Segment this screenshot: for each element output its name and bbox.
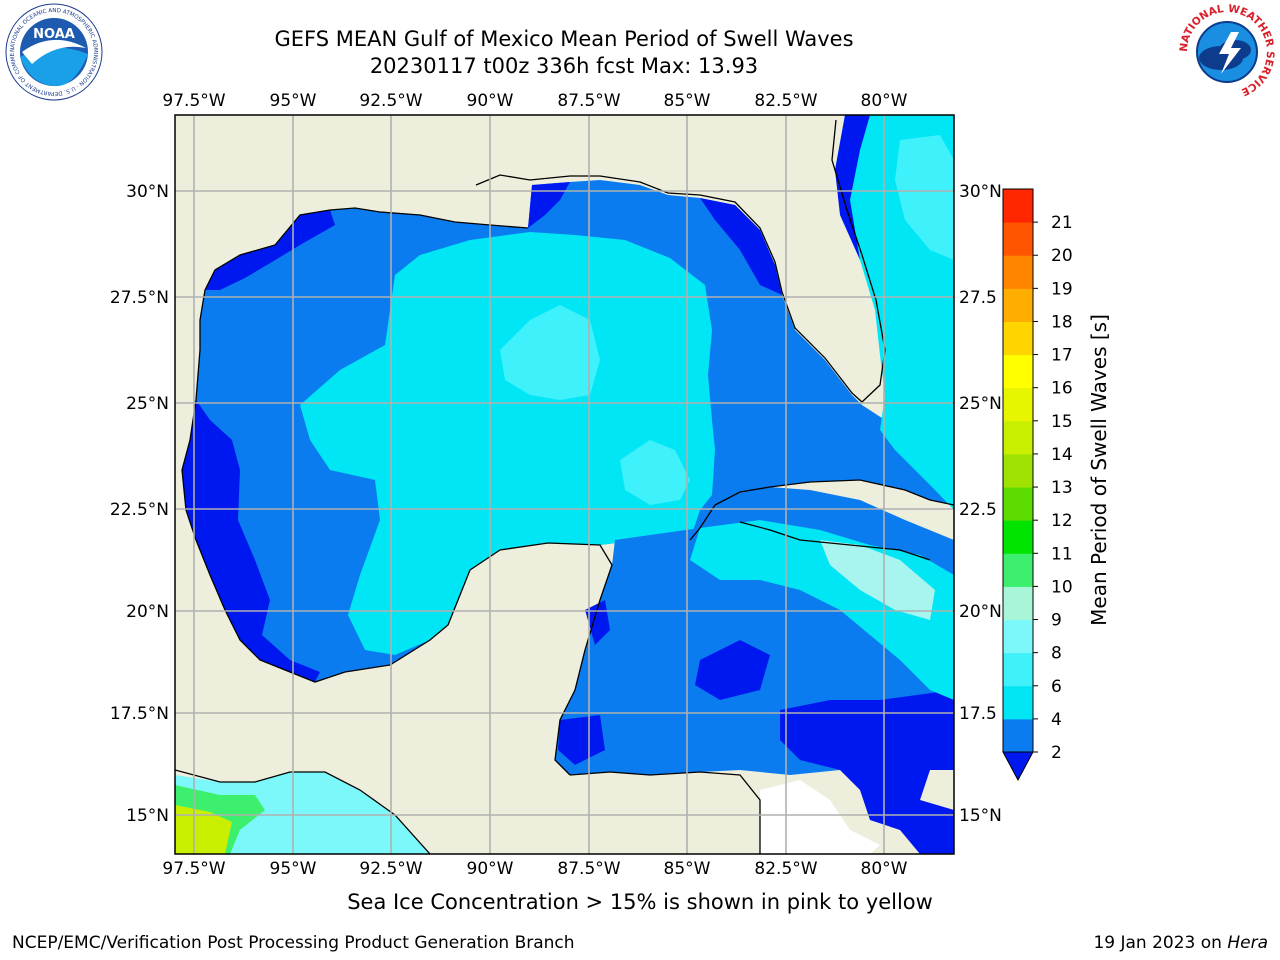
graticule [175,115,954,854]
lat-label-left: 20°N [126,602,169,622]
colorbar-tick-label: 20 [1051,246,1073,266]
colorbar-segment [1003,718,1033,753]
map-title: GEFS MEAN Gulf of Mexico Mean Period of … [274,27,854,51]
svg-text:NOAA: NOAA [33,27,75,42]
caribbean-band-8-9s [820,540,935,620]
footer-date-text: 19 Jan 2023 on [1093,933,1228,953]
colorbar-tick-label: 14 [1051,445,1073,465]
lat-label-right: 22.5 [959,500,997,520]
lat-label-right: 17.5 [959,704,997,724]
colorbar-tick-label: 11 [1051,544,1073,564]
gulf-fringe-east [700,198,782,295]
colorbar-segment [1003,189,1033,223]
colorbar-tick-label: 15 [1051,412,1073,432]
lon-label-bottom: 80°W [861,859,908,879]
pacific-band-12-13s [175,805,232,854]
lat-label-left: 17.5°N [110,704,169,724]
colorbar-tick-label: 13 [1051,478,1073,498]
caribbean-patch-c [558,715,605,765]
lon-label-top: 92.5°W [359,91,422,111]
lon-label-bottom: 92.5°W [359,859,422,879]
lon-label-bottom: 95°W [270,859,317,879]
lon-label-bottom: 97.5°W [162,859,225,879]
colorbar-tick-label: 2 [1051,743,1062,763]
lat-label-right: 15°N [959,806,1002,826]
colorbar-tick-label: 21 [1051,213,1073,233]
gulf-central-4-6s [300,232,715,655]
colorbar-tick-label: 6 [1051,677,1062,697]
lat-label-right: 27.5 [959,288,997,308]
lat-label-right: 30°N [959,182,1002,202]
colorbar-tick-label: 4 [1051,710,1062,730]
coastlines [175,119,954,854]
caribbean-patch-a [695,640,770,700]
colorbar-segment [1003,288,1033,322]
colorbar-tick-label: 18 [1051,312,1073,332]
caribbean-fringe [780,690,954,854]
colorbar-segment [1003,487,1033,521]
lat-label-left: 22.5°N [110,500,169,520]
colorbar-tick-label: 9 [1051,611,1062,631]
lon-label-bottom: 87.5°W [557,859,620,879]
lon-label-top: 95°W [270,91,317,111]
gulf-fringe-north [205,210,335,290]
lon-label-top: 97.5°W [162,91,225,111]
colorbar-segment [1003,619,1033,654]
footer-credit: NCEP/EMC/Verification Post Processing Pr… [12,933,575,953]
colorbar-segment [1003,652,1033,687]
colorbar-segment [1003,255,1033,289]
colorbar-tick-label: 10 [1051,577,1073,597]
colorbar-tick-label: 12 [1051,511,1073,531]
gulf-fringe-ne [528,182,570,228]
lon-label-top: 87.5°W [557,91,620,111]
colorbar-segment [1003,420,1033,455]
colorbar-segment [1003,520,1033,554]
caribbean-white-gap [760,780,880,854]
colorbar-tick-label: 16 [1051,379,1073,399]
gulf-patch-6-8s-a [500,305,600,400]
lon-label-bottom: 85°W [664,859,711,879]
lon-label-bottom: 90°W [467,859,514,879]
atlantic-fringe [835,115,870,260]
lon-label-top: 82.5°W [754,91,817,111]
colorbar-segment [1003,354,1033,389]
colorbar-label: Mean Period of Swell Waves [s] [1087,314,1111,626]
sea-ice-note: Sea Ice Concentration > 15% is shown in … [347,890,933,914]
colorbar-frame [1002,188,1034,753]
pacific-water-6-8s [175,772,430,854]
colorbar-segment [1003,685,1033,720]
lat-label-left: 15°N [126,806,169,826]
footer-date: 19 Jan 2023 on Hera [1093,933,1268,953]
colorbar-segment [1003,586,1033,621]
lat-label-left: 25°N [126,394,169,414]
lon-label-top: 85°W [664,91,711,111]
colorbar-segment [1003,321,1033,356]
colorbar-extend-min [1002,751,1034,782]
lon-label-top: 80°W [861,91,908,111]
map-subtitle: 20230117 t00z 336h fcst Max: 13.93 [369,54,759,78]
lon-label-top: 90°W [467,91,514,111]
atlantic-patch-6-8s [895,135,954,260]
lat-label-right: 25°N [959,394,1002,414]
colorbar-segment [1003,222,1033,256]
noaa-logo: NATIONAL OCEANIC AND ATMOSPHERIC ADMINIS… [4,2,103,101]
lat-label-left: 30°N [126,182,169,202]
nws-logo: NATIONAL WEATHER SERVICE [1178,3,1276,98]
map-frame [174,114,955,855]
colorbar-tick-label: 17 [1051,346,1073,366]
colorbar-segment [1003,453,1033,488]
gulf-patch-6-8s-b [620,440,690,505]
lat-label-right: 20°N [959,602,1002,622]
colorbar: 2 4 6 8 9 10 11 12 13 14 15 16 17 18 19 20 21 [1002,188,1073,782]
colorbar-segment [1003,553,1033,587]
colorbar-tick-label: 8 [1051,644,1062,664]
colorbar-tick-label: 19 [1051,279,1073,299]
gulf-fringe-west [182,400,320,682]
footer-host: Hera [1227,933,1268,953]
colorbar-segment [1003,387,1033,422]
lat-label-left: 27.5°N [110,288,169,308]
lon-label-bottom: 82.5°W [754,859,817,879]
